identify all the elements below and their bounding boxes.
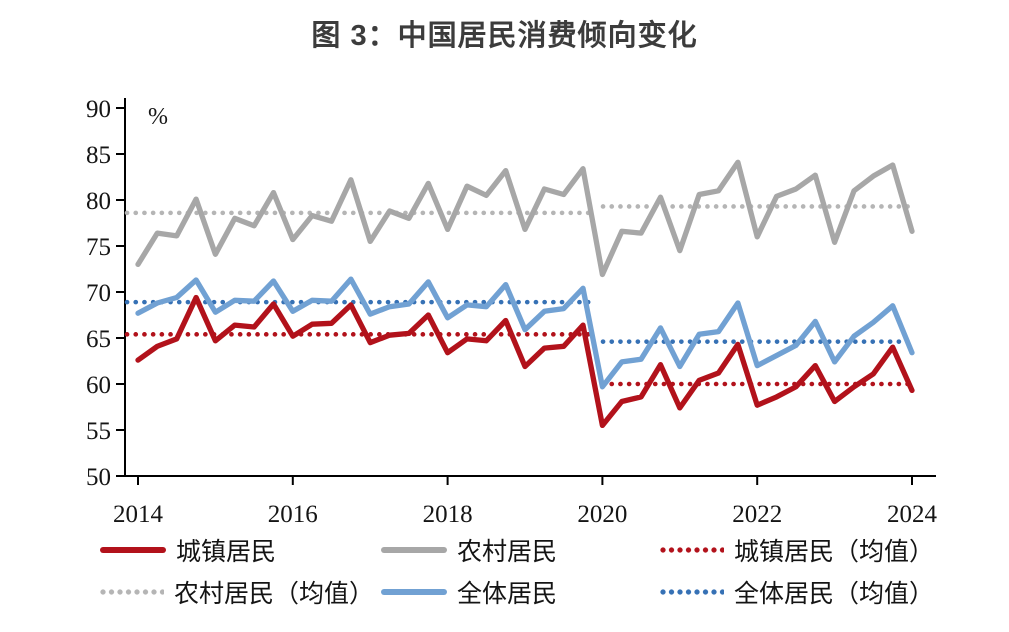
- chart-title: 图 3：中国居民消费倾向变化: [311, 20, 698, 52]
- y-tick-label: 80: [86, 188, 111, 215]
- series-line: [135, 159, 915, 278]
- y-tick-label: 90: [86, 96, 111, 123]
- x-tick-label: 2020: [577, 501, 627, 528]
- y-tick-label: 60: [86, 372, 111, 399]
- series-line: [135, 294, 915, 429]
- x-tick-label: 2018: [423, 501, 473, 528]
- y-tick-label: 65: [86, 326, 111, 353]
- y-tick-label: 70: [86, 280, 111, 307]
- y-tick-label: 85: [86, 142, 111, 169]
- x-tick-label: 2024: [887, 501, 938, 528]
- x-tick-label: 2016: [268, 501, 318, 528]
- y-tick-label: 75: [86, 234, 111, 261]
- y-tick-label: 50: [86, 464, 111, 491]
- x-tick-label: 2022: [732, 501, 782, 528]
- series-line: [135, 276, 915, 390]
- y-axis-unit-label: %: [148, 104, 168, 130]
- x-tick-label: 2014: [113, 501, 164, 528]
- y-tick-label: 55: [86, 418, 111, 445]
